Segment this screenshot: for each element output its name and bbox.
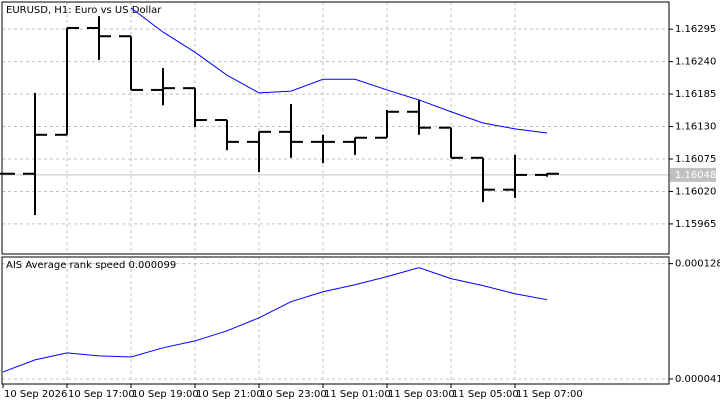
y-tick-label: 1.16185 (675, 89, 716, 100)
x-tick-label: 11 Sep 03:00 (388, 389, 455, 400)
panel-border (1, 256, 670, 385)
panel-title: AIS Average rank speed 0.000099 (6, 260, 176, 271)
x-tick-label: 11 Sep 07:00 (516, 389, 583, 400)
y-tick-label: 1.16075 (675, 154, 716, 165)
y-tick-label: 0.000128 (675, 259, 720, 270)
x-tick-label: 10 Sep 17:00 (68, 389, 135, 400)
y-tick-label: 1.16295 (675, 24, 716, 35)
indicator-line (2, 267, 548, 373)
panel-title: EURUSD, H1: Euro vs US Dollar (6, 5, 162, 16)
y-tick-label: 0.000041 (675, 374, 720, 385)
x-tick-label: 11 Sep 01:00 (324, 389, 391, 400)
x-tick-label: 11 Sep 05:00 (452, 389, 519, 400)
y-tick-label: 1.16130 (675, 122, 716, 133)
current-price-label: 1.16048 (675, 170, 716, 181)
panel-border (1, 1, 670, 255)
x-tick-label: 10 Sep 19:00 (132, 389, 199, 400)
current-price-box (670, 167, 716, 182)
y-tick-label: 1.15965 (675, 219, 716, 230)
y-tick-label: 1.16240 (675, 57, 716, 68)
y-tick-label: 1.16020 (675, 186, 716, 197)
x-tick-label: 10 Sep 2026 (4, 389, 67, 400)
x-tick-label: 10 Sep 23:00 (260, 389, 327, 400)
x-tick-label: 10 Sep 21:00 (196, 389, 263, 400)
moving-average-line (130, 7, 548, 134)
